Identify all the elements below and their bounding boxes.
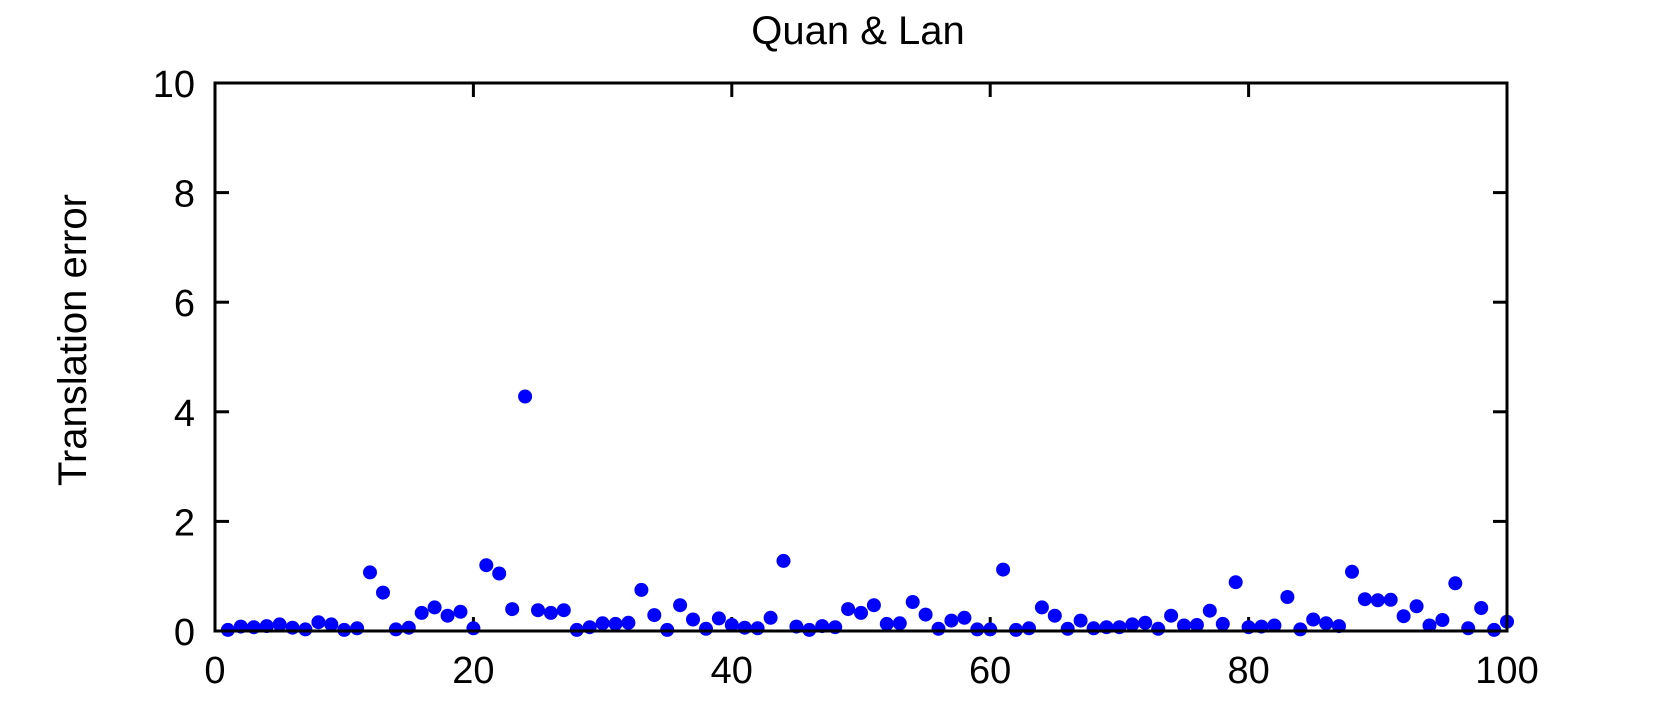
data-point (543, 605, 558, 620)
data-point (427, 600, 442, 615)
data-point (1422, 618, 1437, 633)
data-point (595, 616, 610, 631)
data-point (699, 621, 713, 636)
data-point (1435, 613, 1450, 627)
x-tick-label: 20 (452, 650, 494, 692)
y-tick-label: 10 (153, 64, 195, 106)
data-point (776, 553, 791, 568)
x-tick-label: 0 (204, 650, 225, 692)
data-point (1151, 621, 1166, 636)
data-point (1409, 599, 1424, 614)
data-point (841, 602, 856, 617)
y-tick-label: 0 (174, 612, 195, 654)
data-point (479, 558, 494, 573)
data-point (531, 603, 545, 618)
data-point (763, 610, 778, 625)
data-point (1383, 592, 1398, 607)
data-point (996, 562, 1011, 577)
data-point (724, 618, 739, 632)
data-point (1396, 609, 1411, 624)
data-point (737, 620, 752, 635)
data-point (608, 616, 623, 631)
data-point (905, 595, 920, 609)
data-point (376, 585, 390, 600)
scatter-points (220, 389, 1514, 637)
data-point (1357, 592, 1372, 607)
data-point (1215, 616, 1230, 631)
data-point (518, 389, 533, 404)
data-point (1164, 608, 1179, 623)
data-point (440, 608, 455, 623)
x-tick-label: 40 (711, 650, 753, 692)
data-point (931, 621, 946, 636)
data-point (647, 608, 662, 623)
data-point (492, 566, 507, 581)
data-point (634, 582, 649, 597)
data-point (1280, 590, 1295, 604)
data-point (1138, 615, 1153, 630)
data-point (673, 598, 688, 613)
data-point (621, 615, 636, 630)
data-point (1293, 622, 1308, 637)
data-point (1060, 621, 1075, 636)
chart-title: Quan & Lan (751, 9, 965, 53)
data-point (453, 604, 468, 619)
data-point (505, 602, 520, 617)
data-point (1461, 621, 1476, 636)
data-point (1177, 618, 1191, 633)
data-point (1345, 564, 1359, 579)
y-axis-title: Translation error (51, 194, 95, 486)
data-point (1189, 618, 1204, 632)
data-point (686, 612, 700, 627)
data-point (854, 605, 868, 620)
data-point (1448, 576, 1463, 591)
data-point (401, 620, 416, 635)
y-tick-label: 8 (174, 174, 195, 216)
data-point (750, 621, 765, 636)
data-point (1086, 621, 1101, 636)
data-point (1370, 593, 1385, 608)
data-point (1073, 613, 1088, 628)
data-point (414, 605, 429, 620)
data-point (1267, 618, 1282, 633)
y-tick-label: 2 (174, 502, 195, 544)
data-point (866, 598, 881, 613)
data-point (1228, 575, 1243, 590)
data-point (944, 613, 959, 628)
data-point (324, 617, 339, 632)
data-point (711, 611, 726, 626)
data-point (556, 603, 571, 618)
data-point (350, 621, 365, 636)
x-tick-label: 100 (1475, 650, 1538, 692)
data-point (285, 620, 300, 635)
data-point (1474, 601, 1489, 615)
data-point (957, 610, 972, 625)
x-tick-label: 80 (1227, 650, 1269, 692)
data-point (311, 615, 326, 630)
data-point (983, 622, 998, 637)
data-point (879, 616, 894, 631)
data-point (1306, 612, 1321, 627)
y-tick-label: 4 (174, 393, 195, 435)
data-point (1202, 603, 1217, 618)
data-point (272, 617, 287, 632)
data-point (1034, 600, 1049, 615)
data-point (892, 616, 907, 631)
data-point (1319, 616, 1334, 631)
y-tick-label: 6 (174, 283, 195, 325)
data-point (298, 622, 313, 637)
data-point (1125, 617, 1140, 632)
plot-frame (213, 81, 1509, 633)
x-tick-label: 60 (969, 650, 1011, 692)
data-point (918, 607, 933, 622)
data-point (1047, 608, 1062, 623)
data-point (363, 565, 377, 580)
axis-ticks: 0 20 40 60 80 100 0 2 4 6 8 10 (153, 64, 1539, 692)
data-point (466, 621, 481, 636)
data-point (388, 622, 403, 637)
data-point (1022, 621, 1036, 636)
data-point (970, 622, 985, 637)
